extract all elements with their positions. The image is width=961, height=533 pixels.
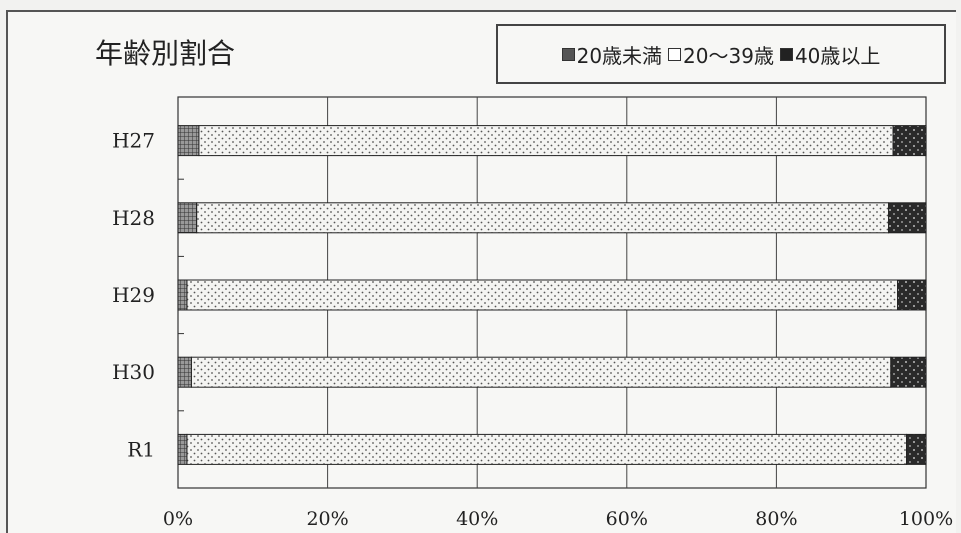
x-tick-label: 0% [163,508,193,530]
legend-swatch-40plus [779,47,793,61]
bar-h29-series-3 [897,279,927,311]
x-tick-label: 80% [755,508,797,530]
bar-h30-series-1 [177,356,192,388]
y-tick-label: R1 [127,437,155,461]
bar-h27-series-3 [892,125,927,157]
y-tick-label: H27 [112,129,155,153]
bar-h27-series-1 [177,125,200,157]
chart-title: 年齢別割合 [95,37,236,70]
bar-h29-series-1 [177,279,188,311]
x-tick-label: 60% [606,508,648,530]
legend-item-40plus: 40歳以上 [779,40,881,69]
legend-item-20to39: 20～39歳 [668,40,774,69]
bars-layer [177,125,927,465]
y-tick-label: H30 [112,360,155,384]
x-tick-label: 100% [899,508,953,530]
bar-h28-series-3 [888,202,927,234]
legend-swatch-under20 [561,47,575,61]
bar-h30-series-3 [890,356,927,388]
legend: 20歳未満 20～39歳 40歳以上 [496,24,946,84]
bar-r1-series-2 [186,433,908,465]
bar-r1-series-3 [906,433,927,465]
legend-label-under20: 20歳未満 [576,43,663,68]
bar-h29-series-2 [186,279,899,311]
legend-label-40plus: 40歳以上 [794,43,881,68]
legend-label-20to39: 20～39歳 [683,43,774,68]
legend-swatch-20to39 [668,47,682,61]
x-tick-label: 20% [306,508,348,530]
bar-h27-series-2 [198,125,894,157]
y-tick-label: H28 [112,206,155,230]
labels-layer: 0% 20% 40% 60% 80% 100% H27 H28 H29 H30 R1 [112,129,953,530]
bar-h28-series-1 [177,202,198,234]
bar-r1-series-1 [177,433,188,465]
bar-h28-series-2 [196,202,890,234]
bar-h30-series-2 [190,356,892,388]
y-tick-label: H29 [112,283,155,307]
legend-item-under20: 20歳未満 [561,40,663,69]
x-tick-label: 40% [456,508,498,530]
